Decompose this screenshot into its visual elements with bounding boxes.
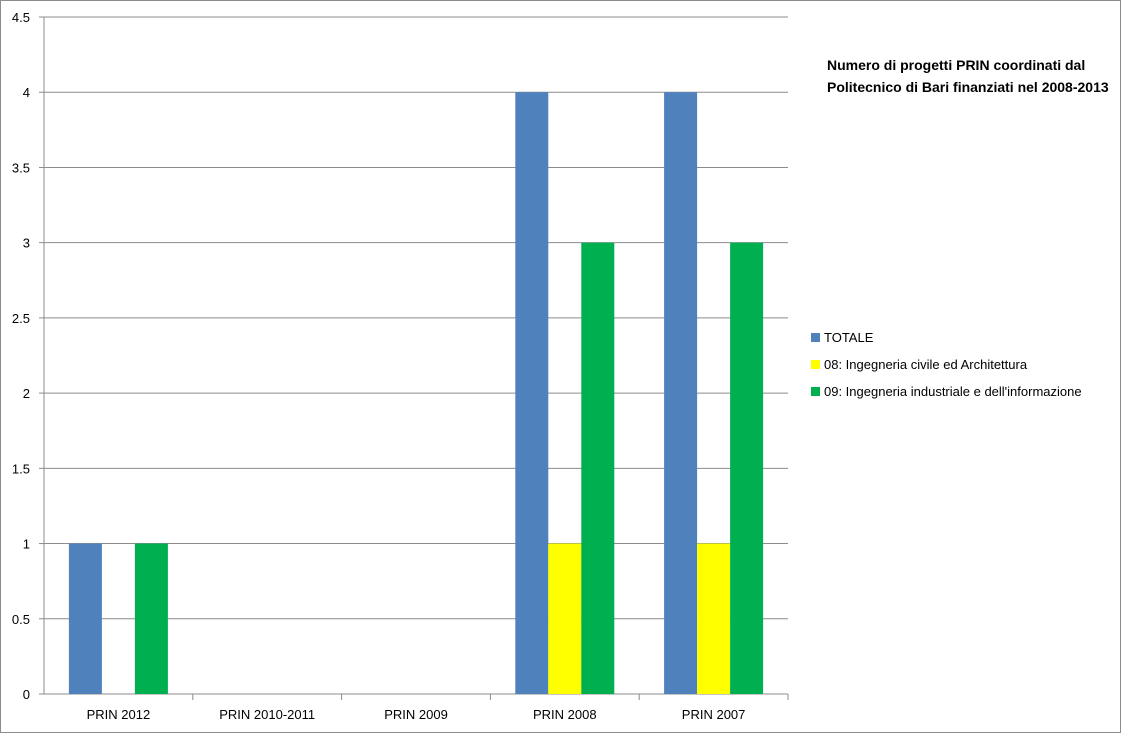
x-tick-label: PRIN 2010-2011	[219, 707, 315, 722]
legend-label: 08: Ingegneria civile ed Architettura	[824, 356, 1028, 372]
bar	[697, 543, 731, 694]
y-tick-label: 0	[23, 687, 30, 702]
y-tick-label: 1.5	[12, 461, 30, 476]
bar	[581, 242, 615, 694]
x-tick-label: PRIN 2009	[384, 707, 448, 722]
x-tick-label: PRIN 2007	[682, 707, 746, 722]
y-tick-label: 3	[23, 236, 30, 251]
y-tick-label: 2	[23, 386, 30, 401]
legend-item: TOTALE	[811, 328, 1082, 346]
legend-label: TOTALE	[824, 329, 874, 345]
x-tick-label: PRIN 2008	[533, 707, 597, 722]
x-tick-label: PRIN 2012	[87, 707, 151, 722]
y-tick-label: 3.5	[12, 160, 30, 175]
y-tick-label: 1	[23, 537, 30, 552]
bar	[664, 92, 698, 694]
bar	[515, 92, 549, 694]
bar	[730, 242, 764, 694]
y-tick-label: 0.5	[12, 612, 30, 627]
y-tick-label: 2.5	[12, 311, 30, 326]
legend-swatch	[811, 332, 820, 342]
chart-title: Numero di progetti PRIN coordinati dal P…	[827, 57, 1109, 95]
bar	[548, 543, 582, 694]
legend-item: 08: Ingegneria civile ed Architettura	[811, 355, 1082, 373]
bar	[134, 543, 168, 694]
legend-swatch	[811, 386, 820, 396]
y-tick-label: 4	[23, 85, 30, 100]
bar	[68, 543, 102, 694]
legend-swatch	[811, 359, 820, 369]
y-tick-label: 4.5	[12, 10, 30, 25]
legend-item: 09: Ingegneria industriale e dell'inform…	[811, 382, 1082, 400]
legend-label: 09: Ingegneria industriale e dell'inform…	[824, 383, 1082, 399]
chart-legend: TOTALE 08: Ingegneria civile ed Architett…	[811, 328, 1082, 409]
